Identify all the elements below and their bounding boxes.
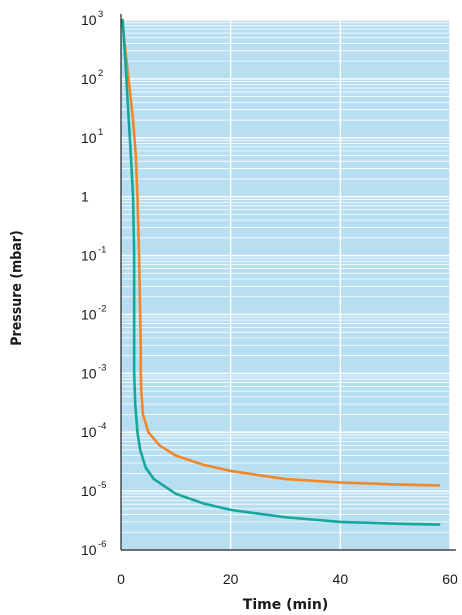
y-tick-label: 10 -4	[81, 421, 106, 440]
y-tick-base: 10	[81, 306, 97, 322]
y-tick-base: 10	[81, 130, 97, 146]
y-tick-exponent: -5	[98, 480, 106, 491]
series-line-1	[120, 18, 441, 487]
y-axis-title: Pressure (mbar)	[9, 230, 25, 345]
x-tick-label: 20	[223, 571, 239, 587]
x-tick-label: 40	[333, 571, 349, 587]
y-tick-base: 1	[81, 189, 89, 205]
y-tick-exponent: -1	[98, 245, 106, 256]
y-tick-exponent: 1	[98, 127, 103, 138]
y-tick-base: 10	[81, 248, 97, 264]
y-tick-label: 10 1	[81, 127, 103, 146]
y-tick-label: 10 -2	[81, 303, 106, 322]
y-tick-label: 10 -5	[81, 480, 106, 499]
y-tick-label: 10 -6	[81, 539, 106, 558]
series-layer	[120, 18, 441, 526]
y-tick-exponent: -6	[98, 539, 106, 550]
y-tick-base: 10	[81, 12, 97, 28]
y-tick-exponent: -3	[98, 362, 106, 373]
y-tick-base: 10	[81, 365, 97, 381]
y-tick-label: 10 3	[81, 9, 103, 28]
y-tick-exponent: -4	[98, 421, 106, 432]
y-tick-exponent: -2	[98, 303, 106, 314]
y-tick-exponent: 2	[98, 68, 103, 79]
y-tick-label: 10 -3	[81, 362, 106, 381]
y-tick-label: 10 -1	[81, 245, 106, 264]
y-tick-label: 1	[81, 189, 89, 205]
x-axis-title: Time (min)	[243, 597, 328, 613]
x-tick-labels: 0 20 40 60	[117, 571, 458, 587]
y-tick-label: 10 2	[81, 68, 103, 87]
y-tick-base: 10	[81, 483, 97, 499]
plot-area	[121, 20, 450, 550]
y-tick-base: 10	[81, 542, 97, 558]
x-tick-label: 0	[117, 571, 125, 587]
minor-gridlines	[121, 22, 450, 533]
y-tick-base: 10	[81, 71, 97, 87]
series-line-2	[121, 18, 441, 526]
y-tick-base: 10	[81, 424, 97, 440]
x-tick-label: 60	[442, 571, 458, 587]
y-tick-exponent: 3	[98, 9, 103, 20]
